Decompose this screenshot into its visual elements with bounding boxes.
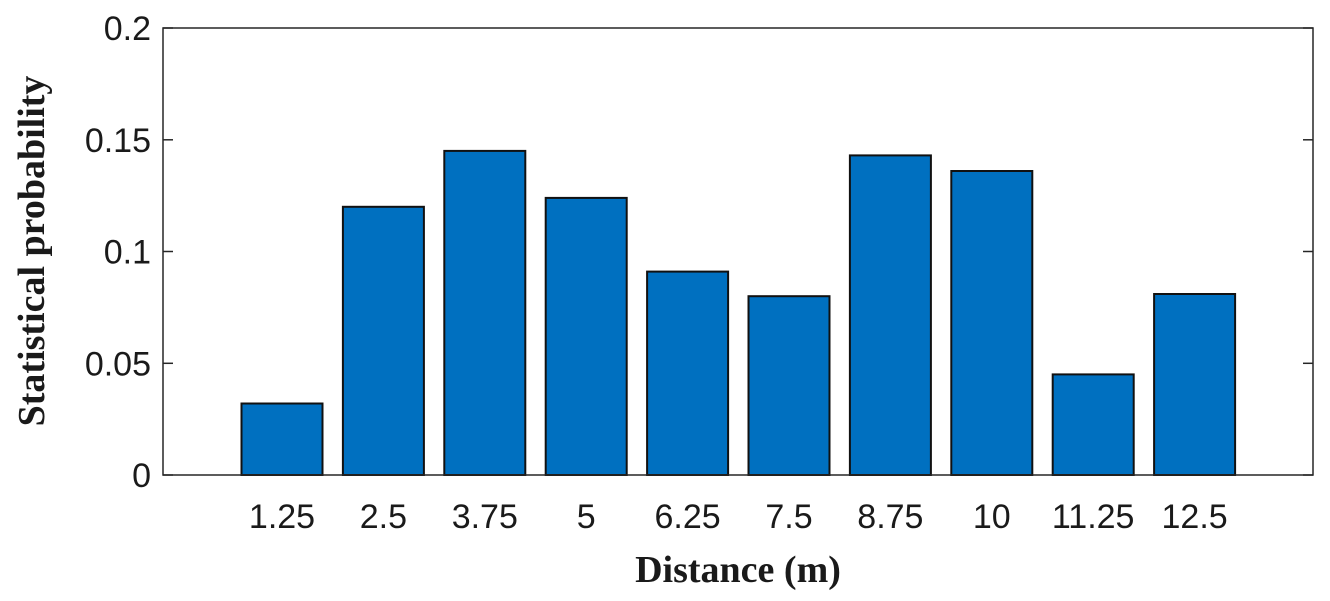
x-tick-label: 10 xyxy=(973,498,1011,536)
plot-frame xyxy=(162,27,1314,476)
x-tick-label: 3.75 xyxy=(452,498,518,536)
x-tick-label: 7.5 xyxy=(765,498,812,536)
bar-8.75 xyxy=(848,154,932,476)
y-tick-label: 0.2 xyxy=(104,10,151,48)
bar-1.25 xyxy=(240,402,324,476)
bar-6.25 xyxy=(646,270,730,476)
y-tick-label: 0.1 xyxy=(104,234,151,272)
bar-12.5 xyxy=(1153,293,1237,476)
x-tick-label: 2.5 xyxy=(360,498,407,536)
x-tick-label: 8.75 xyxy=(857,498,923,536)
bar-3.75 xyxy=(443,149,527,476)
bar-2.5 xyxy=(341,205,425,477)
x-tick-label: 11.25 xyxy=(1052,498,1135,536)
x-axis-title: Distance (m) xyxy=(635,549,841,591)
bar-11.25 xyxy=(1051,373,1135,476)
x-axis-ticks: 1.25 2.5 3.75 5 6.25 7.5 8.75 10 11.25 12.5 xyxy=(249,498,1228,536)
y-tick-label: 0.15 xyxy=(85,122,151,160)
bar-10 xyxy=(950,170,1034,476)
y-axis-title: Statistical probability xyxy=(11,76,53,427)
bar-5 xyxy=(544,196,628,476)
bar-7.5 xyxy=(747,295,831,477)
y-tick-label: 0 xyxy=(132,457,151,495)
bars-group xyxy=(240,149,1237,477)
x-tick-label: 5 xyxy=(577,498,596,536)
x-tick-label: 6.25 xyxy=(655,498,721,536)
y-tick-label: 0.05 xyxy=(85,345,151,383)
plot-area-background xyxy=(163,28,1313,475)
x-tick-label: 12.5 xyxy=(1162,498,1228,536)
x-tick-label: 1.25 xyxy=(249,498,315,536)
y-axis-ticks: 0 0.05 0.1 0.15 0.2 xyxy=(85,10,1313,495)
